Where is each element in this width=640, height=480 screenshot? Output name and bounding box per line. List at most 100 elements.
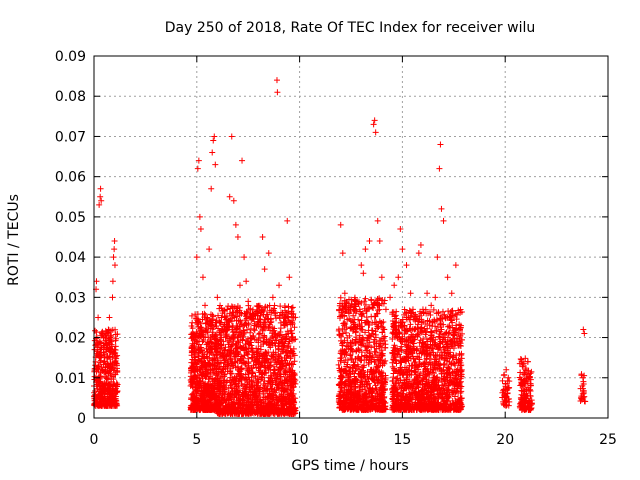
data-point xyxy=(230,401,237,408)
data-point xyxy=(362,301,369,308)
data-point xyxy=(270,371,277,378)
data-point xyxy=(217,410,224,417)
data-point xyxy=(187,382,194,389)
data-point xyxy=(274,372,281,379)
data-point xyxy=(204,328,211,335)
data-point xyxy=(262,405,269,412)
data-point xyxy=(211,365,218,372)
data-point xyxy=(268,318,275,325)
data-point xyxy=(204,355,211,362)
data-point xyxy=(98,352,105,359)
data-point xyxy=(95,394,102,401)
data-point xyxy=(277,325,284,332)
data-point xyxy=(226,403,233,410)
data-point xyxy=(268,352,275,359)
data-point xyxy=(290,361,297,368)
data-point xyxy=(276,367,283,374)
data-point xyxy=(227,316,234,323)
data-point xyxy=(189,319,196,326)
data-point xyxy=(270,391,277,398)
data-point xyxy=(217,388,224,395)
data-point xyxy=(190,331,197,338)
data-point xyxy=(206,346,213,353)
data-point xyxy=(284,352,291,359)
data-point xyxy=(263,403,270,410)
data-point xyxy=(260,339,267,346)
data-point xyxy=(292,314,299,321)
data-point xyxy=(107,396,114,403)
data-point xyxy=(227,365,234,372)
data-point xyxy=(193,387,200,394)
data-point xyxy=(110,376,117,383)
data-point xyxy=(282,367,289,374)
data-point xyxy=(190,343,197,350)
data-point xyxy=(236,329,243,336)
data-point xyxy=(204,329,211,336)
data-point xyxy=(222,404,229,411)
data-point xyxy=(257,346,264,353)
data-point xyxy=(111,398,118,405)
data-point xyxy=(209,378,216,385)
data-point xyxy=(113,380,120,387)
data-point xyxy=(271,331,278,338)
data-point xyxy=(189,406,196,413)
data-point xyxy=(198,333,205,340)
data-point xyxy=(198,382,205,389)
data-point xyxy=(247,305,254,312)
data-point xyxy=(208,387,215,394)
data-point xyxy=(262,321,269,328)
data-point xyxy=(203,402,210,409)
data-point xyxy=(231,358,238,365)
data-point xyxy=(248,374,255,381)
data-point xyxy=(227,394,234,401)
data-point xyxy=(111,359,118,366)
data-point xyxy=(213,344,220,351)
data-point xyxy=(436,315,443,322)
data-point xyxy=(275,358,282,365)
data-point xyxy=(233,383,240,390)
data-point xyxy=(102,402,109,409)
data-point xyxy=(224,337,231,344)
data-point xyxy=(201,387,208,394)
data-point xyxy=(287,384,294,391)
data-point xyxy=(100,361,107,368)
data-point xyxy=(197,348,204,355)
data-point xyxy=(241,321,248,328)
data-point xyxy=(273,402,280,409)
data-point xyxy=(189,325,196,332)
data-point xyxy=(103,341,110,348)
data-point xyxy=(261,377,268,384)
data-point xyxy=(284,321,291,328)
data-point xyxy=(278,410,285,417)
data-point xyxy=(286,338,293,345)
data-point xyxy=(267,361,274,368)
data-point xyxy=(287,367,294,374)
data-point xyxy=(192,405,199,412)
data-point xyxy=(262,303,269,310)
data-point xyxy=(226,310,233,317)
data-point xyxy=(91,337,98,344)
data-point xyxy=(499,377,506,384)
data-point xyxy=(261,332,268,339)
data-point xyxy=(255,360,262,367)
data-point xyxy=(290,336,297,343)
data-point xyxy=(228,318,235,325)
data-point xyxy=(109,387,116,394)
data-point xyxy=(97,346,104,353)
data-point xyxy=(228,347,235,354)
data-point xyxy=(193,396,200,403)
data-point xyxy=(226,406,233,413)
data-point xyxy=(95,373,102,380)
data-point xyxy=(225,390,232,397)
data-point xyxy=(247,402,254,409)
data-point xyxy=(112,326,119,333)
data-point xyxy=(269,377,276,384)
data-point xyxy=(225,341,232,348)
data-point xyxy=(284,410,291,417)
data-point xyxy=(207,311,214,318)
data-point xyxy=(208,321,215,328)
data-point xyxy=(210,351,217,358)
data-point xyxy=(285,342,292,349)
data-point xyxy=(207,334,214,341)
data-point xyxy=(427,328,434,335)
